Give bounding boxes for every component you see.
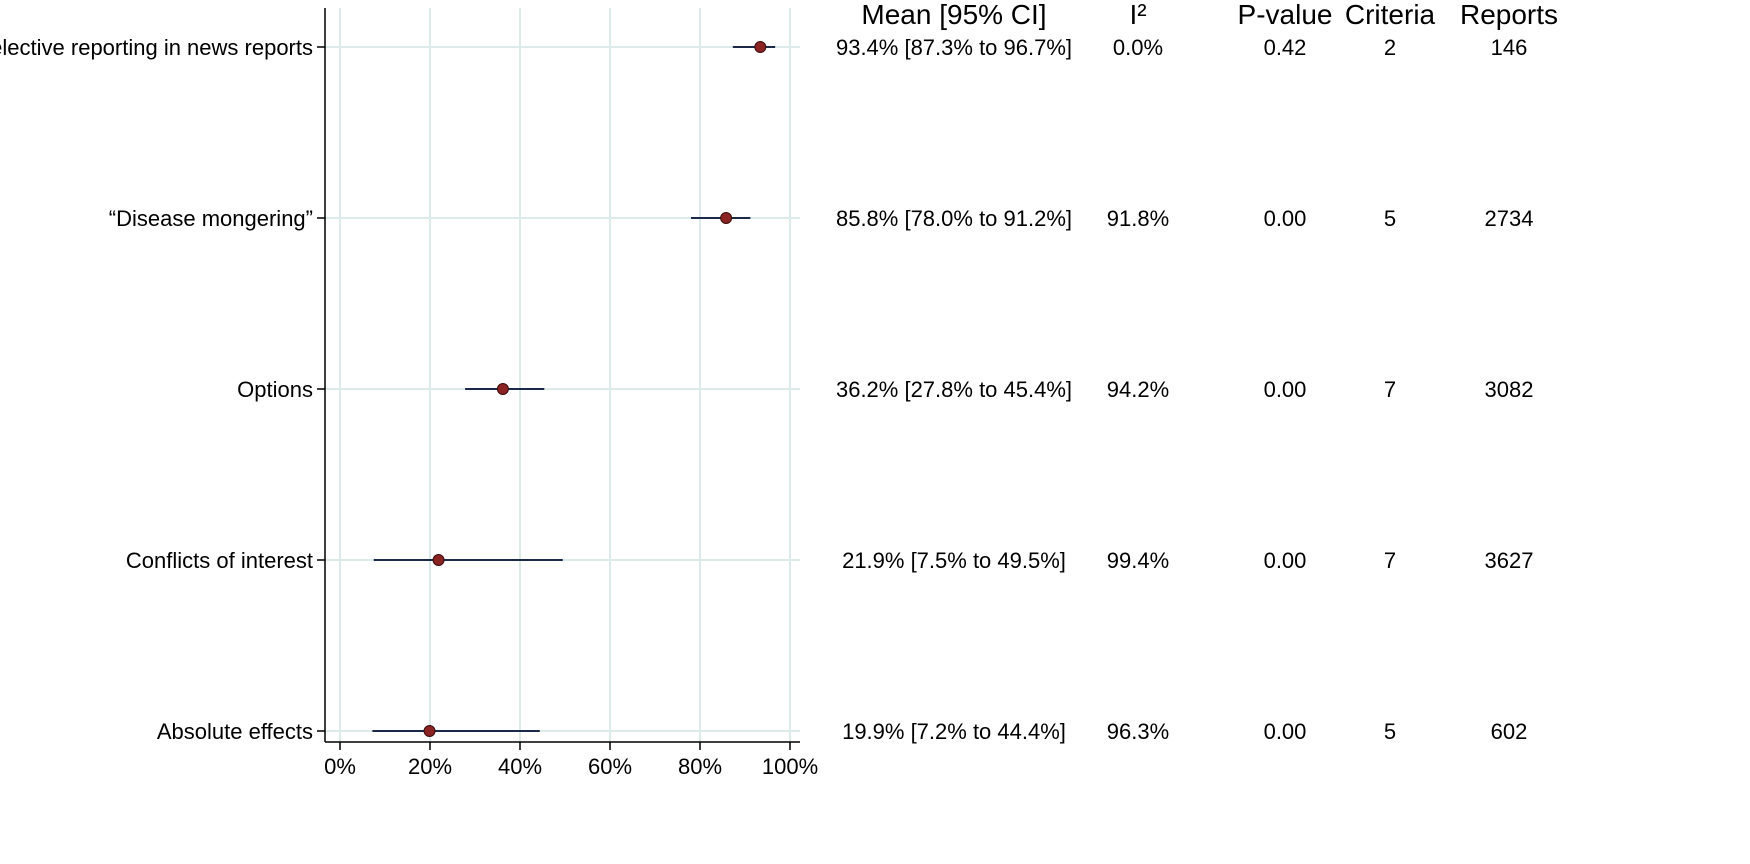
p-value-cell: 0.42 — [1264, 35, 1307, 60]
i2-cell: 94.2% — [1107, 377, 1169, 402]
column-header-reports: Reports — [1460, 0, 1558, 30]
point-estimate — [754, 41, 767, 53]
mean-ci-cell: 19.9% [7.2% to 44.4%] — [842, 719, 1066, 744]
p-value-cell: 0.00 — [1264, 719, 1307, 744]
p-value-cell: 0.00 — [1264, 548, 1307, 573]
row-label: Conflicts of interest — [126, 548, 313, 573]
reports-cell: 2734 — [1485, 206, 1534, 231]
grid-lines — [325, 8, 800, 742]
point-estimate — [496, 383, 509, 395]
x-tick-label: 0% — [324, 754, 356, 779]
point-estimate — [720, 212, 733, 224]
x-tick-label: 60% — [588, 754, 632, 779]
column-header-mean-ci: Mean [95% CI] — [861, 0, 1046, 30]
row-label: Selective reporting in news reports — [0, 35, 313, 60]
mean-ci-cell: 36.2% [27.8% to 45.4%] — [836, 377, 1072, 402]
column-header-p-value: P-value — [1238, 0, 1333, 30]
mean-ci-cell: 93.4% [87.3% to 96.7%] — [836, 35, 1072, 60]
axes: 0% 20% 40% 60% 80% 100% — [317, 8, 818, 779]
reports-cell: 602 — [1491, 719, 1528, 744]
criteria-cell: 7 — [1384, 548, 1396, 573]
criteria-cell: 7 — [1384, 377, 1396, 402]
criteria-cell: 5 — [1384, 206, 1396, 231]
x-tick-label: 100% — [762, 754, 818, 779]
i2-cell: 0.0% — [1113, 35, 1163, 60]
column-header-i2: I² — [1129, 0, 1146, 30]
reports-cell: 3082 — [1485, 377, 1534, 402]
p-value-cell: 0.00 — [1264, 206, 1307, 231]
i2-cell: 96.3% — [1107, 719, 1169, 744]
point-estimate — [432, 554, 445, 566]
x-tick-label: 20% — [408, 754, 452, 779]
reports-cell: 146 — [1491, 35, 1528, 60]
row-label: “Disease mongering” — [109, 206, 313, 231]
i2-cell: 91.8% — [1107, 206, 1169, 231]
row-label: Absolute effects — [157, 719, 313, 744]
criteria-cell: 5 — [1384, 719, 1396, 744]
row-labels: Selective reporting in news reports “Dise… — [0, 35, 313, 744]
p-value-cell: 0.00 — [1264, 377, 1307, 402]
mean-ci-cell: 85.8% [78.0% to 91.2%] — [836, 206, 1072, 231]
point-estimate — [423, 725, 436, 737]
point-estimates — [423, 41, 767, 737]
column-header-criteria: Criteria — [1345, 0, 1436, 30]
i2-cell: 99.4% — [1107, 548, 1169, 573]
criteria-cell: 2 — [1384, 35, 1396, 60]
row-label: Options — [237, 377, 313, 402]
x-tick-label: 40% — [498, 754, 542, 779]
mean-ci-cell: 21.9% [7.5% to 49.5%] — [842, 548, 1066, 573]
x-tick-label: 80% — [678, 754, 722, 779]
reports-cell: 3627 — [1485, 548, 1534, 573]
results-table: 93.4% [87.3% to 96.7%] 0.0% 0.42 2 146 85.8% … — [836, 0, 1558, 744]
